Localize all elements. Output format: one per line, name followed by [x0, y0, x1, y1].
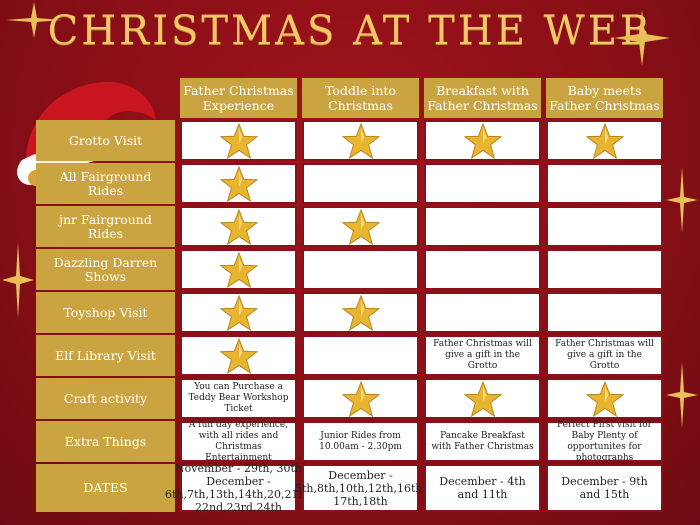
table-cell: [302, 249, 419, 290]
sparkle-icon: [6, 2, 62, 38]
table-cell: [302, 120, 419, 161]
star-icon: [341, 208, 380, 245]
star-icon: [341, 380, 380, 417]
table-cell: [424, 206, 541, 247]
table-cell: [180, 163, 297, 204]
table-cell: December - 4th and 11th: [424, 464, 541, 512]
star-icon: [585, 380, 624, 417]
table-cell: [546, 292, 663, 333]
row-label: Dazzling Darren Shows: [36, 249, 175, 290]
sparkle-icon: [666, 362, 698, 428]
star-icon: [585, 122, 624, 159]
star-icon: [219, 122, 258, 159]
table-cell: [302, 206, 419, 247]
table-cell: [302, 292, 419, 333]
table-cell: Junior Rides from 10.00am - 2.30pm: [302, 421, 419, 462]
table-cell: [180, 120, 297, 161]
table-cell: You can Purchase a Teddy Bear Workshop T…: [180, 378, 297, 419]
table-cell: [424, 163, 541, 204]
sparkle-icon: [666, 167, 698, 233]
star-icon: [341, 122, 380, 159]
column-header: Baby meets Father Christmas: [546, 78, 663, 118]
star-icon: [463, 122, 502, 159]
star-icon: [463, 380, 502, 417]
table-cell: [302, 378, 419, 419]
table-cell: Father Christmas will give a gift in the…: [424, 335, 541, 376]
table-cell: [180, 206, 297, 247]
row-label: Toyshop Visit: [36, 292, 175, 333]
column-header: Breakfast with Father Christmas: [424, 78, 541, 118]
table-cell: [546, 378, 663, 419]
star-icon: [219, 251, 258, 288]
table-cell: A full day experience, with all rides an…: [180, 420, 297, 463]
column-header: Father Christmas Experience: [180, 78, 297, 118]
star-icon: [219, 337, 258, 374]
table-cell: [546, 163, 663, 204]
table-cell: [424, 292, 541, 333]
row-label: Extra Things: [36, 421, 175, 462]
table-cell: [424, 120, 541, 161]
table-cell: [180, 292, 297, 333]
row-label: Elf Library Visit: [36, 335, 175, 376]
table-cell: [180, 335, 297, 376]
star-icon: [219, 208, 258, 245]
row-label: jnr Fairground Rides: [36, 206, 175, 247]
table-cell: [546, 120, 663, 161]
table-cell: Pancake Breakfast with Father Christmas: [424, 421, 541, 462]
star-icon: [219, 294, 258, 331]
header-corner: [36, 78, 175, 118]
table-cell: December - 9th and 15th: [546, 464, 663, 512]
table-cell: [180, 249, 297, 290]
row-label: Grotto Visit: [36, 120, 175, 161]
table-cell: November - 29th, 30th December - 6th,7th…: [164, 462, 313, 514]
star-icon: [341, 294, 380, 331]
table-cell: [546, 206, 663, 247]
table-cell: December - 5th,8th,10th,12th,16th, 17th,…: [295, 464, 426, 512]
table-cell: Father Christmas will give a gift in the…: [546, 335, 663, 376]
star-icon: [219, 165, 258, 202]
table-cell: [424, 378, 541, 419]
table-cell: [546, 249, 663, 290]
table-cell: [424, 249, 541, 290]
row-label: DATES: [36, 464, 175, 512]
table-cell: Perfect First visit for Baby Plenty of o…: [546, 420, 663, 463]
sparkle-icon: [614, 10, 670, 66]
schedule-table: Father Christmas Experience Toddle into …: [36, 78, 663, 514]
sparkle-icon: [2, 242, 34, 318]
row-label: All Fairground Rides: [36, 163, 175, 204]
column-header: Toddle into Christmas: [302, 78, 419, 118]
table-cell: [302, 335, 419, 376]
row-label: Craft activity: [36, 378, 175, 419]
page-title: CHRISTMAS AT THE WEB: [47, 8, 653, 54]
table-cell: [302, 163, 419, 204]
